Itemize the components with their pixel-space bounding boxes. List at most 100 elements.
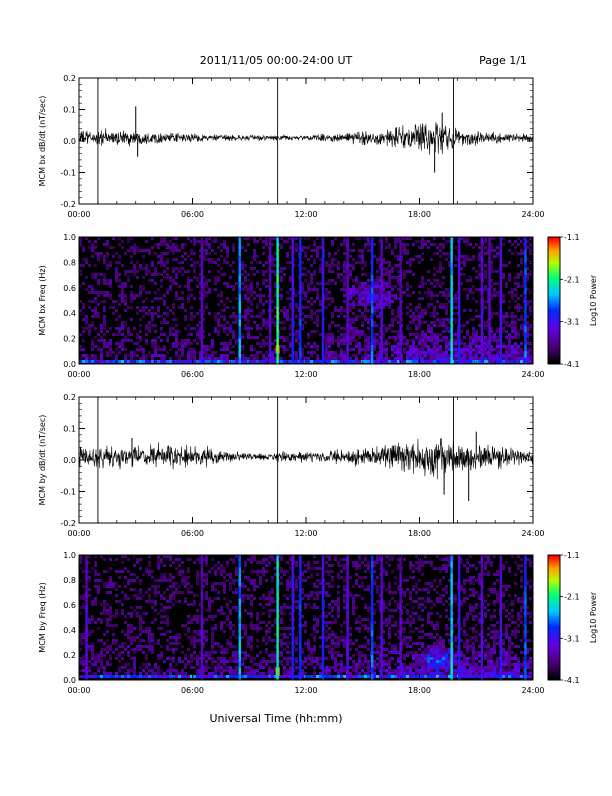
spectrogram-cell <box>358 261 361 264</box>
spectrogram-cell <box>169 642 172 645</box>
spectrogram-cell <box>289 606 292 609</box>
spectrogram-cell <box>316 282 319 285</box>
spectrogram-cell <box>391 321 394 324</box>
spectrogram-cell <box>241 360 244 363</box>
spectrogram-cell <box>334 354 337 357</box>
spectrogram-cell <box>139 615 142 618</box>
spectrogram-cell <box>493 360 496 363</box>
spectrogram-cell <box>94 300 97 303</box>
spectrogram-cell <box>112 306 115 309</box>
spectrogram-cell <box>268 603 271 606</box>
spectrogram-cell <box>343 315 346 318</box>
spectrogram-cell <box>118 600 121 603</box>
spectrogram-cell <box>271 342 274 345</box>
spectrogram-cell <box>220 324 223 327</box>
spectrogram-cell <box>196 573 199 576</box>
broadband-line-segment <box>481 269 483 276</box>
broadband-line-segment <box>450 250 452 257</box>
spectrogram-cell <box>430 321 433 324</box>
broadband-line-segment <box>399 275 401 282</box>
spectrogram-cell <box>313 360 316 363</box>
spectrogram-cell <box>223 591 226 594</box>
broadband-line-segment <box>458 269 460 276</box>
spectrogram-cell <box>280 570 283 573</box>
spectrogram-cell <box>169 630 172 633</box>
spectrogram-cell <box>355 327 358 330</box>
spectrogram-cell <box>124 357 127 360</box>
spectrogram-cell <box>430 327 433 330</box>
spectrogram-cell <box>511 294 514 297</box>
spectrogram-cell <box>151 300 154 303</box>
spectrogram-cell <box>130 339 133 342</box>
spectrogram-cell <box>418 324 421 327</box>
spectrogram-cell <box>163 243 166 246</box>
broadband-line <box>488 237 490 364</box>
spectrogram-cell <box>175 333 178 336</box>
page-indicator: Page 1/1 <box>479 54 527 67</box>
broadband-line-segment <box>524 332 526 339</box>
spectrogram-cell <box>142 285 145 288</box>
spectrogram-cell <box>424 354 427 357</box>
spectrogram-cell <box>364 336 367 339</box>
spectrogram-cell <box>415 306 418 309</box>
spectrogram-cell <box>91 288 94 291</box>
spectrogram-cell <box>439 360 442 363</box>
broadband-line-segment <box>371 332 373 339</box>
spectrogram-cell <box>454 351 457 354</box>
spectrogram-cell <box>208 654 211 657</box>
spectrogram-cell <box>418 306 421 309</box>
spectrogram-cell <box>289 279 292 282</box>
spectrogram-cell <box>223 675 226 678</box>
spectrogram-cell <box>172 345 175 348</box>
spectrogram-cell <box>94 570 97 573</box>
spectrogram-cell <box>427 240 430 243</box>
spectrogram-cell <box>271 309 274 312</box>
spectrogram-cell <box>517 282 520 285</box>
spectrogram-cell <box>343 339 346 342</box>
spectrogram-cell <box>193 252 196 255</box>
spectrogram-cell <box>337 336 340 339</box>
spectrogram-cell <box>124 567 127 570</box>
spectrogram-cell <box>247 558 250 561</box>
broadband-line-segment <box>481 288 483 295</box>
spectrogram-cell <box>115 582 118 585</box>
spectrogram-cell <box>439 357 442 360</box>
broadband-line-segment <box>371 237 373 244</box>
spectrogram-cell <box>325 288 328 291</box>
spectrogram-cell <box>181 348 184 351</box>
spectrogram-cell <box>130 630 133 633</box>
spectrogram-cell <box>193 594 196 597</box>
spectrogram-cell <box>262 252 265 255</box>
spectrogram-cell <box>235 357 238 360</box>
spectrogram-cell <box>295 666 298 669</box>
spectrogram-cell <box>214 279 217 282</box>
spectrogram-cell <box>241 333 244 336</box>
spectrogram-cell <box>484 339 487 342</box>
spectrogram-cell <box>304 660 307 663</box>
spectrogram-cell <box>415 357 418 360</box>
spectrogram-cell <box>181 576 184 579</box>
spectrogram-cell <box>106 648 109 651</box>
spectrogram-cell <box>391 285 394 288</box>
broadband-line-segment <box>458 351 460 358</box>
spectrogram-cell <box>211 645 214 648</box>
spectrogram-cell <box>265 579 268 582</box>
broadband-line-segment <box>458 262 460 269</box>
broadband-line-segment <box>346 250 348 257</box>
spectrogram-cell <box>106 345 109 348</box>
spectrogram-cell <box>271 591 274 594</box>
spectrogram-cell <box>343 351 346 354</box>
spectrogram-cell <box>103 603 106 606</box>
broadband-line-segment <box>201 332 203 339</box>
spectrogram-cell <box>460 282 463 285</box>
spectrogram-cell <box>115 639 118 642</box>
spectrogram-cell <box>517 330 520 333</box>
spectrogram-cell <box>100 351 103 354</box>
spectrogram-cell <box>148 633 151 636</box>
spectrogram-cell <box>229 612 232 615</box>
spectrogram-cell <box>241 627 244 630</box>
spectrogram-cell <box>262 303 265 306</box>
spectrogram-cell <box>157 246 160 249</box>
spectrogram-cell <box>442 276 445 279</box>
spectrogram-cell <box>319 615 322 618</box>
